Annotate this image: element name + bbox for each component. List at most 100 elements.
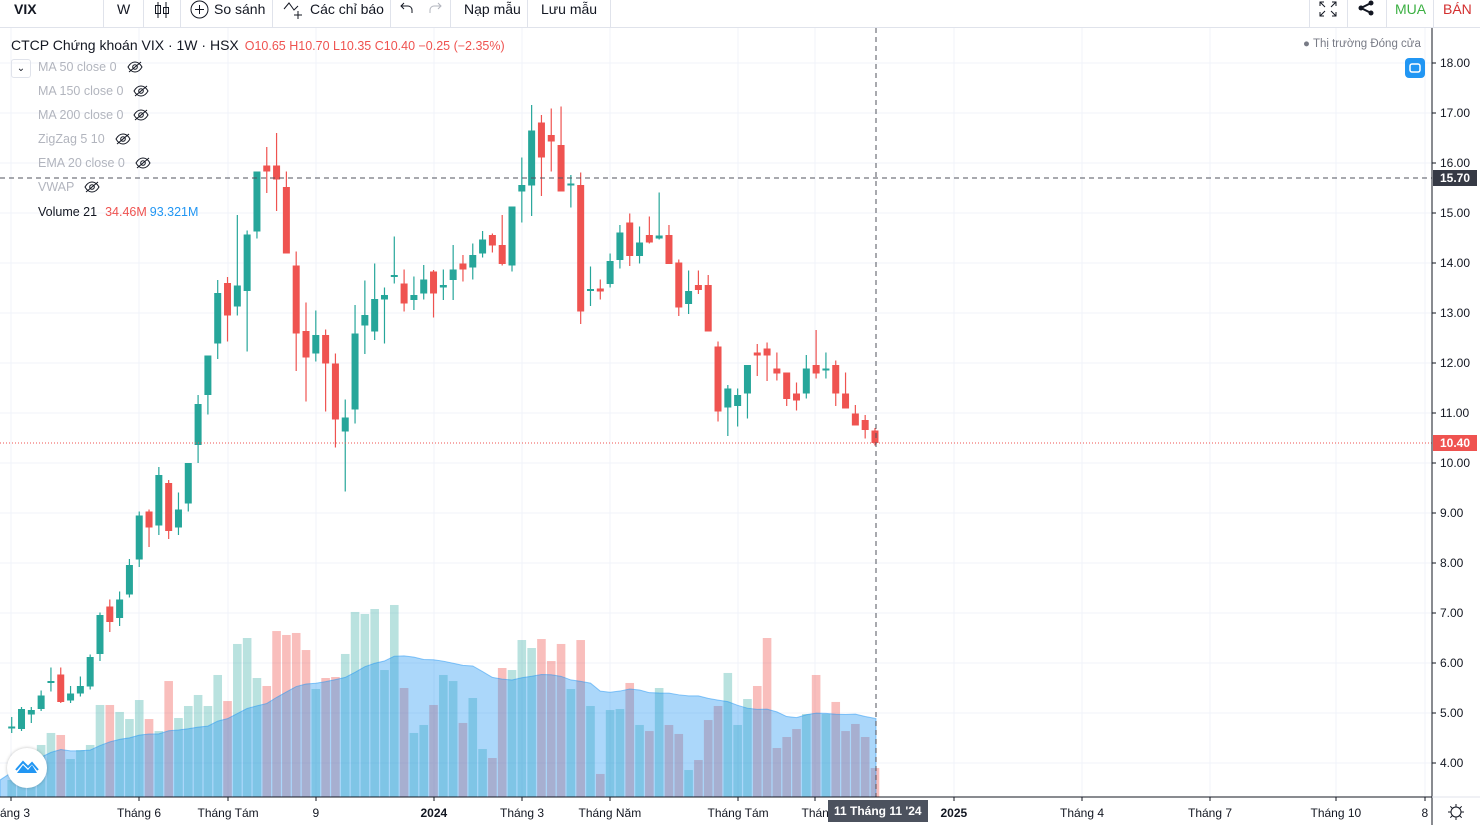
candle-body (861, 420, 869, 430)
share-icon (1358, 0, 1374, 16)
indicator-legend-item[interactable]: ZigZag 5 10 (38, 132, 131, 146)
share-button[interactable] (1357, 0, 1375, 27)
auto-scale-button[interactable] (1405, 58, 1425, 78)
volume-bar (125, 719, 134, 797)
candle (685, 270, 693, 314)
candle (694, 270, 702, 294)
crosshair-time-label: 11 Tháng 11 '24 (828, 800, 928, 822)
eye-off-icon[interactable] (84, 181, 100, 193)
candle-body (871, 430, 879, 443)
ohlc-values: O10.65 H10.70 L10.35 C10.40 −0.25 (−2.35… (244, 39, 505, 53)
collapse-indicators-button[interactable]: ⌄ (11, 59, 31, 78)
eye-off-icon[interactable] (133, 109, 150, 121)
save-template-button[interactable]: Lưu mẫu (541, 0, 597, 27)
candle-body (37, 695, 45, 709)
indicator-name: MA 150 close 0 (38, 84, 124, 98)
time-tick-label: Tháng Năm (578, 806, 642, 820)
chevron-down-icon: ⌄ (16, 63, 26, 74)
candle (586, 266, 594, 306)
candle (27, 707, 35, 723)
eye-off-icon[interactable] (115, 133, 131, 145)
interval-button[interactable]: W (117, 0, 130, 27)
indicator-legend-item[interactable]: VWAP (38, 180, 100, 194)
volume-bar (272, 631, 281, 797)
candle-body (8, 726, 16, 729)
volume-bar (762, 638, 772, 797)
indicator-legend-item[interactable]: EMA 20 close 0 (38, 156, 151, 170)
candle (616, 225, 624, 269)
indicator-legend-item[interactable]: MA 50 close 0 (38, 60, 143, 74)
volume-legend[interactable]: Volume 21 34.46M 93.321M (38, 205, 198, 219)
candle (655, 192, 663, 240)
candle (282, 171, 290, 254)
candle (842, 372, 850, 409)
candles (8, 105, 879, 733)
volume-bar (291, 632, 301, 797)
time-tick-label: Tháng 10 (1310, 806, 1362, 820)
candle-body (47, 681, 55, 683)
candle (773, 352, 781, 381)
eye-off-icon[interactable] (126, 61, 143, 73)
candle-body (390, 275, 398, 277)
candle-body (822, 368, 830, 371)
fullscreen-icon (1319, 1, 1337, 17)
settings-button[interactable] (1447, 803, 1465, 824)
candle-body (586, 289, 594, 291)
load-template-button[interactable]: Nạp mẫu (464, 0, 521, 27)
undo-button[interactable] (399, 1, 415, 28)
volume-bar (154, 731, 164, 797)
candle-body (724, 388, 732, 408)
candle (420, 265, 428, 300)
volume-bar (380, 670, 389, 797)
buy-button[interactable]: MUA (1395, 0, 1426, 27)
axis-ticks (10, 62, 1436, 801)
candle-body (734, 395, 742, 406)
candle (636, 226, 644, 264)
candle-body (459, 263, 467, 270)
price-tick-label: 11.00 (1440, 406, 1470, 420)
candle-body (27, 710, 35, 715)
candle (57, 667, 65, 703)
divider (1433, 0, 1434, 27)
volume-bar (478, 749, 487, 797)
eye-off-icon[interactable] (133, 85, 150, 97)
chart-type-button[interactable] (154, 1, 170, 28)
candle-body (204, 355, 212, 395)
divider (1347, 0, 1348, 27)
candle (763, 342, 771, 381)
price-tick-label: 12.00 (1440, 356, 1471, 370)
candle (626, 213, 634, 266)
candle-body (410, 295, 418, 300)
volume-bar (605, 710, 615, 797)
compare-button[interactable]: So sánh (190, 0, 265, 27)
volume-bar (439, 674, 448, 797)
candle-body (253, 171, 261, 232)
symbol-search[interactable]: VIX (14, 0, 37, 27)
candle-body (214, 293, 222, 344)
candle (224, 277, 232, 342)
indicator-legend-item[interactable]: MA 200 close 0 (38, 108, 150, 122)
volume-bar (694, 760, 703, 797)
eye-off-icon[interactable] (135, 157, 151, 169)
volume-bar (821, 713, 831, 797)
volume-bar (144, 719, 154, 797)
candle (528, 105, 536, 216)
volume-bar (448, 681, 458, 797)
candle (47, 667, 55, 692)
candle (37, 690, 45, 711)
time-tick-label: Tháng 3 (500, 806, 545, 820)
sell-button[interactable]: BÁN (1443, 0, 1472, 27)
candle (106, 599, 114, 632)
volume-bar (46, 732, 56, 797)
candle (351, 305, 359, 424)
fullscreen-button[interactable] (1319, 1, 1337, 28)
redo-button[interactable] (427, 1, 443, 28)
volume-bar (223, 701, 232, 797)
candle (371, 263, 379, 340)
volume-bar (193, 694, 203, 797)
series-legend: CTCP Chứng khoán VIX · 1W · HSX O10.65 H1… (11, 37, 505, 53)
brand-logo[interactable] (7, 748, 47, 788)
indicators-button[interactable]: Các chỉ báo (283, 0, 384, 27)
indicator-legend-item[interactable]: MA 150 close 0 (38, 84, 150, 98)
